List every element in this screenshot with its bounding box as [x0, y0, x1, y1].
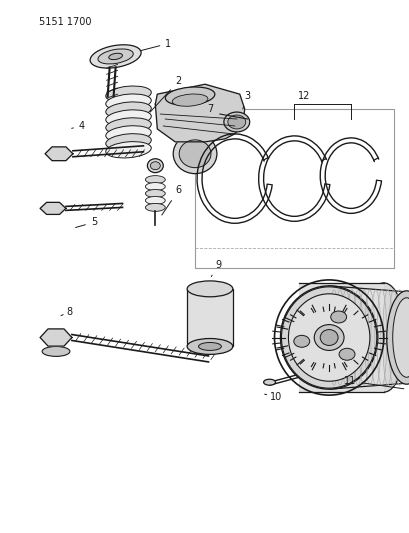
Text: 9: 9 — [211, 260, 220, 277]
Ellipse shape — [147, 159, 163, 173]
Text: 4: 4 — [72, 121, 85, 131]
Ellipse shape — [187, 338, 232, 354]
Ellipse shape — [361, 283, 405, 392]
Bar — [299, 283, 383, 392]
Ellipse shape — [263, 379, 275, 385]
Text: 5: 5 — [75, 217, 97, 228]
Text: 1: 1 — [140, 38, 171, 51]
Text: 7: 7 — [206, 104, 213, 114]
Ellipse shape — [338, 348, 354, 360]
Ellipse shape — [386, 291, 409, 384]
Text: 12: 12 — [297, 91, 310, 101]
Ellipse shape — [172, 94, 207, 106]
Ellipse shape — [198, 343, 221, 350]
Ellipse shape — [106, 134, 151, 150]
Polygon shape — [40, 203, 66, 214]
Ellipse shape — [106, 86, 151, 102]
Ellipse shape — [106, 142, 151, 158]
Ellipse shape — [392, 298, 409, 377]
Ellipse shape — [106, 94, 151, 110]
Polygon shape — [155, 84, 244, 142]
Bar — [187, 289, 232, 346]
Ellipse shape — [187, 281, 232, 297]
Ellipse shape — [145, 204, 165, 212]
Text: 3: 3 — [242, 91, 250, 109]
Ellipse shape — [179, 140, 211, 168]
Bar — [195, 109, 393, 268]
Ellipse shape — [106, 110, 151, 126]
Ellipse shape — [227, 115, 245, 129]
Ellipse shape — [145, 183, 165, 190]
Ellipse shape — [150, 161, 160, 169]
Ellipse shape — [106, 102, 151, 118]
Text: 5151 1700: 5151 1700 — [39, 17, 91, 27]
Ellipse shape — [173, 134, 216, 174]
Ellipse shape — [330, 311, 346, 323]
Ellipse shape — [165, 87, 214, 106]
Ellipse shape — [280, 286, 377, 389]
Ellipse shape — [145, 175, 165, 183]
Polygon shape — [45, 147, 73, 160]
Text: 6: 6 — [162, 185, 181, 215]
Ellipse shape — [106, 126, 151, 142]
Ellipse shape — [108, 53, 122, 60]
Ellipse shape — [145, 190, 165, 197]
Ellipse shape — [42, 346, 70, 357]
Text: 8: 8 — [61, 306, 72, 317]
Ellipse shape — [313, 325, 343, 350]
Ellipse shape — [90, 45, 141, 68]
Text: 11: 11 — [343, 376, 403, 389]
Ellipse shape — [293, 335, 309, 348]
Text: 10: 10 — [264, 392, 281, 402]
Ellipse shape — [288, 294, 369, 381]
Ellipse shape — [223, 112, 249, 132]
Polygon shape — [40, 329, 72, 346]
Ellipse shape — [319, 329, 337, 345]
Ellipse shape — [98, 49, 133, 64]
Ellipse shape — [106, 118, 151, 134]
Ellipse shape — [145, 197, 165, 205]
Text: 2: 2 — [150, 76, 181, 112]
